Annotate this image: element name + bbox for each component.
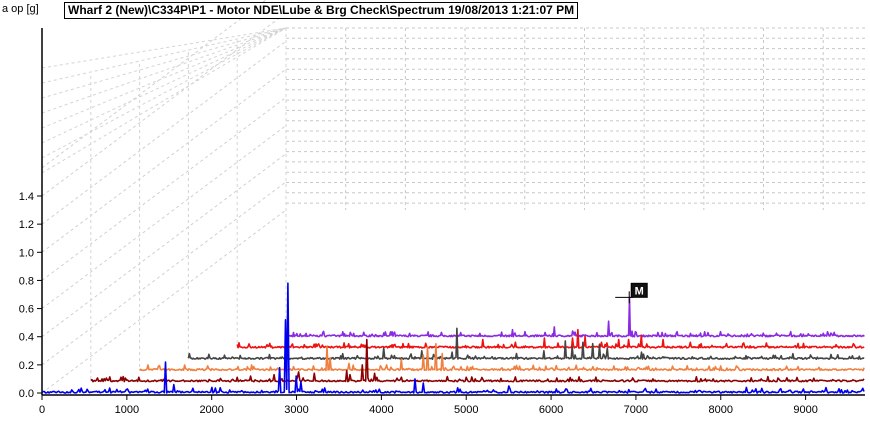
depth-grid-line [41,68,287,253]
marker-label: M [635,285,644,297]
spectrum-series-1 [41,282,865,394]
x-tick-label: 9000 [793,404,817,416]
spectrum-series-5 [236,328,865,349]
depth-grid-line [41,27,287,99]
x-tick-label: 3000 [284,404,308,416]
y-tick-label: 0.8 [19,275,34,287]
y-tick-label: 1.4 [19,191,34,203]
x-tick-label: 5000 [454,404,478,416]
depth-grid-line [41,0,267,169]
depth-grid-line [41,97,287,281]
x-tick-label: 6000 [539,404,563,416]
depth-grid-line [41,40,287,225]
y-tick-label: 0.0 [19,388,34,400]
spectrum-series-3 [139,342,865,372]
depth-grid-line [41,181,287,366]
depth-grid-line [41,27,287,174]
spectrum-series-4 [187,327,865,361]
spectrum-series-2 [90,338,865,383]
y-axis-unit-label: a op [g] [2,3,39,15]
depth-grid-line [41,27,287,84]
y-tick-label: 1.0 [19,247,34,259]
x-tick-label: 1000 [115,404,139,416]
depth-grid-line [41,27,287,129]
x-tick-label: 2000 [199,404,223,416]
chart-title: Wharf 2 (New)\C334P\P1 - Motor NDE\Lube … [64,2,579,19]
depth-grid-line [41,153,287,338]
x-tick-label: 0 [39,404,45,416]
depth-grid-line [41,27,287,114]
depth-grid-line [41,12,287,197]
x-tick-label: 7000 [624,404,648,416]
x-tick-label: 8000 [709,404,733,416]
depth-grid-line [41,125,287,309]
x-tick-label: 4000 [369,404,393,416]
depth-grid-line [41,27,287,144]
depth-grid-line [41,209,287,394]
y-tick-label: 0.2 [19,360,34,372]
marker-box [630,282,648,298]
y-tick-label: 0.4 [19,332,34,344]
y-tick-label: 1.2 [19,219,34,231]
y-tick-label: 0.6 [19,304,34,316]
depth-grid-line [41,27,287,69]
depth-grid-line [41,27,287,159]
spectrum-series-6 [285,296,865,338]
